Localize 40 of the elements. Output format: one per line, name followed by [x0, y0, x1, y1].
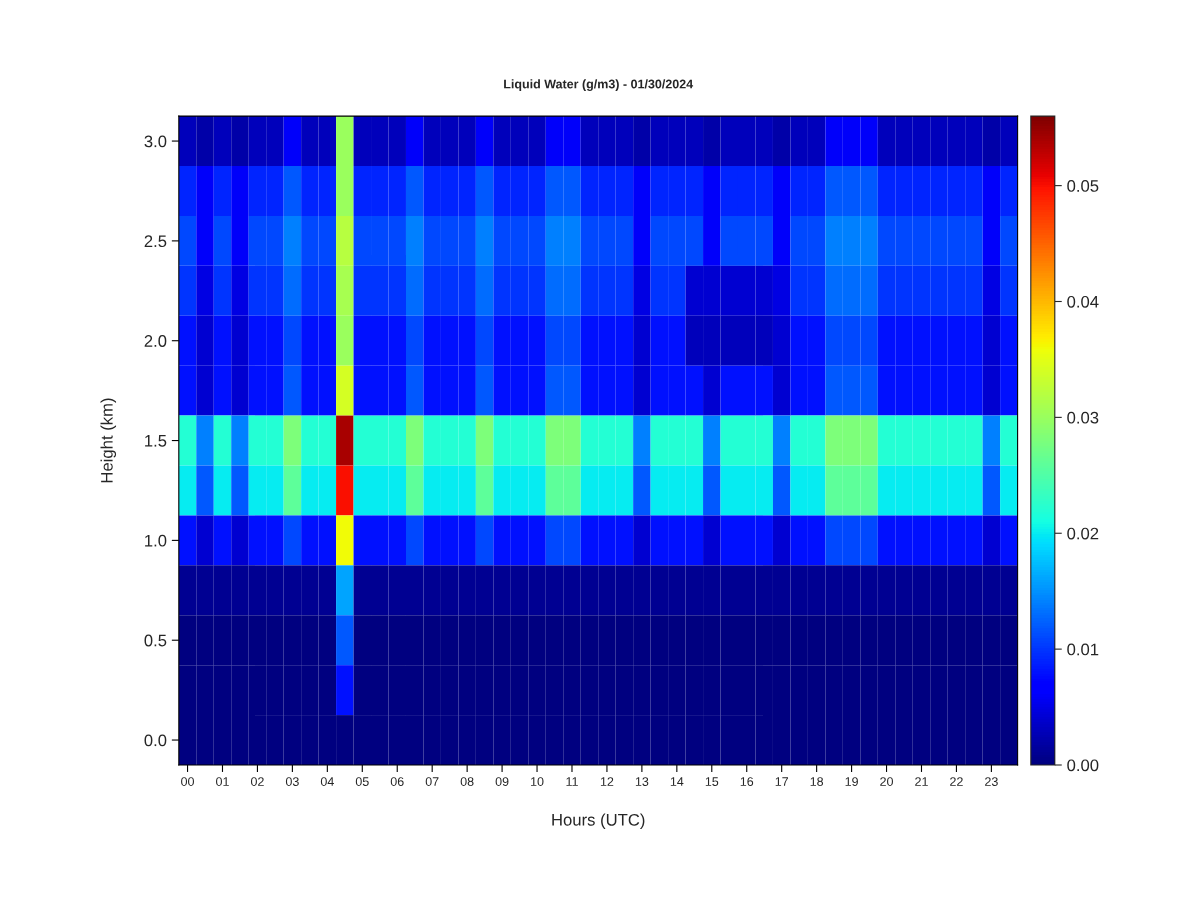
x-tick-label: 18 — [810, 777, 824, 786]
x-tick-label: 17 — [775, 777, 789, 786]
x-tick-label: 23 — [985, 777, 998, 786]
y-tick-label: 2.5 — [144, 235, 167, 248]
x-tick-label: 16 — [740, 777, 754, 786]
x-tick-label: 05 — [355, 777, 369, 786]
color-bar-label: 0.03 — [1067, 411, 1099, 424]
x-tick-label: 10 — [531, 777, 544, 786]
y-tick-label: 2.0 — [144, 335, 167, 347]
y-tick-label: 0.0 — [144, 734, 167, 747]
color-bar-label: 0.05 — [1067, 180, 1099, 192]
x-tick-label: 22 — [950, 777, 963, 786]
x-tick-label: 08 — [460, 777, 474, 786]
x-tick-label: 12 — [600, 777, 614, 786]
x-tick-label: 11 — [566, 777, 578, 786]
x-tick-label: 09 — [495, 777, 509, 786]
y-tick-label: 1.0 — [145, 534, 167, 547]
color-bar-label: 0.04 — [1067, 295, 1099, 308]
x-tick-label: 04 — [320, 777, 334, 786]
x-axis-title: Hours (UTC) — [552, 813, 645, 829]
chart-title: Liquid Water (g/m3) - 01/30/2024 — [504, 79, 694, 91]
color-bar-label: 0.01 — [1067, 643, 1099, 656]
x-tick-label: 19 — [845, 777, 858, 786]
x-tick-label: 03 — [285, 777, 299, 786]
x-tick-label: 14 — [670, 777, 684, 786]
color-bar-label: 0.02 — [1067, 527, 1099, 540]
y-axis-title: Height (km) — [100, 398, 117, 483]
x-tick-label: 00 — [181, 777, 194, 786]
x-tick-label: 13 — [635, 777, 649, 786]
x-tick-label: 02 — [250, 777, 264, 786]
x-tick-label: 07 — [425, 777, 439, 786]
y-tick-label: 3.0 — [144, 135, 167, 148]
x-tick-label: 15 — [705, 777, 719, 786]
y-tick-label: 0.5 — [144, 634, 167, 647]
y-tick-label: 1.5 — [145, 435, 167, 447]
x-tick-label: 21 — [915, 777, 928, 786]
x-tick-label: 06 — [390, 777, 404, 786]
x-tick-label: 20 — [880, 777, 893, 786]
x-tick-label: 01 — [216, 777, 229, 786]
color-bar-label: 0.00 — [1067, 759, 1099, 772]
